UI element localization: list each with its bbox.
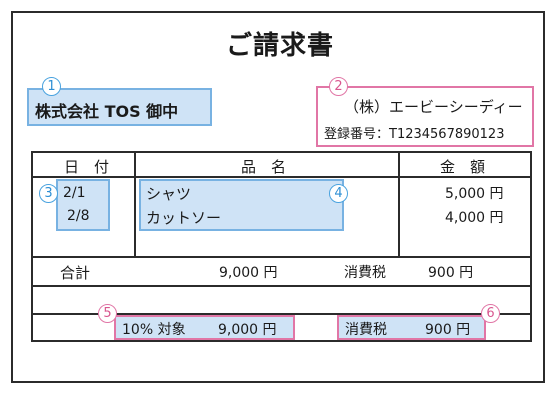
rate-box: 10% 対象 9,000 円: [114, 315, 295, 340]
rate-label: 10% 対象: [122, 322, 186, 338]
table-line: [31, 285, 532, 287]
table-line: [31, 256, 532, 258]
table-line: [31, 176, 532, 178]
row-2-item: カットソー: [146, 209, 222, 227]
total-tax-amount: 900 円: [428, 265, 474, 281]
row-2-date: 2/8: [67, 208, 90, 224]
marker-5: 5: [98, 304, 117, 323]
invoice-frame: [11, 11, 545, 383]
table-line: [134, 151, 136, 258]
table-line: [31, 151, 33, 342]
rate-amount: 9,000 円: [218, 322, 277, 338]
table-line: [31, 151, 532, 153]
marker-4: 4: [329, 184, 348, 203]
row-1-item: シャツ: [146, 185, 192, 203]
tax-label: 消費税: [345, 322, 387, 338]
item-box: [139, 179, 344, 231]
recipient-name: 株式会社 TOS 御中: [35, 102, 179, 121]
tax-amount: 900 円: [425, 322, 471, 338]
total-amount: 9,000 円: [219, 265, 278, 281]
row-1-date: 2/1: [63, 185, 86, 201]
header-date: 日 付: [64, 158, 110, 176]
table-line: [31, 340, 532, 342]
header-amount: 金 額: [440, 158, 486, 176]
issuer-name: （株）エービーシーディー: [344, 98, 523, 116]
recipient-box: 株式会社 TOS 御中: [27, 88, 212, 126]
header-item: 品 名: [241, 158, 287, 176]
marker-6: 6: [481, 304, 500, 323]
table-line: [530, 151, 532, 342]
table-line: [398, 151, 400, 258]
tax-box: 消費税 900 円: [337, 315, 486, 340]
row-1-amount: 5,000 円: [445, 186, 504, 202]
date-box: [56, 179, 110, 231]
registration-number: 登録番号：T1234567890123: [324, 127, 505, 142]
total-label: 合計: [60, 264, 91, 282]
total-tax-label: 消費税: [344, 265, 386, 281]
issuer-box: （株）エービーシーディー 登録番号：T1234567890123: [316, 86, 534, 147]
row-2-amount: 4,000 円: [445, 210, 504, 226]
table-line: [31, 313, 532, 315]
invoice-title: ご請求書: [225, 31, 334, 61]
marker-3: 3: [39, 184, 58, 203]
marker-1: 1: [42, 77, 61, 96]
marker-2: 2: [329, 77, 348, 96]
